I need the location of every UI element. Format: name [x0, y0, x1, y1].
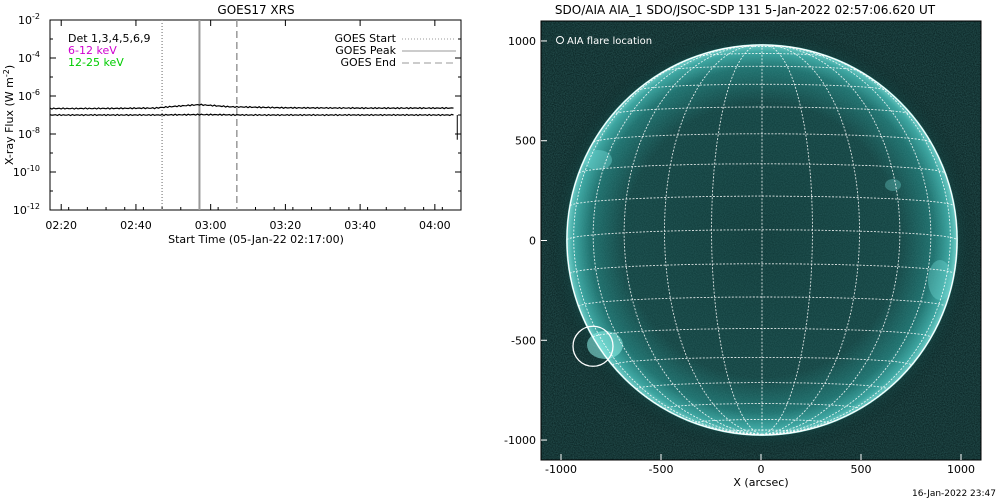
goes-series-group	[49, 103, 458, 140]
aia-xtick-label: 0	[758, 463, 765, 476]
plot-timestamp: 16-Jan-2022 23:47	[911, 489, 996, 499]
active-region-flare	[587, 331, 623, 359]
aia-ytick-label: 0	[529, 235, 536, 248]
grid-line	[637, 83, 887, 91]
grid-line	[695, 53, 829, 57]
active-region-nw	[885, 179, 901, 191]
goes-xrs-chart: GOES17 XRS 10-2 10-4 10-6 10-8 10-10 10-12 02…	[2, 3, 462, 246]
grid-line	[573, 48, 763, 435]
goes-series-line	[49, 103, 454, 110]
grid-line	[664, 403, 860, 410]
grid-line	[592, 45, 763, 435]
aia-y-axis: 1000 500 0 -500 -1000	[504, 35, 547, 447]
aia-ytick-label: 1000	[508, 35, 536, 48]
grid-line	[711, 45, 763, 435]
flare-location-marker	[572, 325, 614, 367]
goes-ytick-label: 10-2	[18, 12, 40, 27]
grid-line	[761, 45, 860, 435]
goes-chart-title: GOES17 XRS	[217, 3, 294, 17]
grid-line	[761, 45, 901, 435]
aia-ytick-label: -500	[511, 334, 536, 347]
aia-image-panel: SDO/AIA AIA_1 SDO/JSOC-SDP 131 5-Jan-202…	[504, 3, 982, 489]
goes-xtick-label: 03:40	[344, 219, 376, 232]
aia-xtick-label: 1000	[947, 463, 975, 476]
goes-ytick-label: 10-12	[13, 202, 40, 217]
aia-image: AIA flare location	[541, 21, 981, 460]
legend-goes-peak: GOES Peak	[335, 44, 396, 57]
aia-title: SDO/AIA AIA_1 SDO/JSOC-SDP 131 5-Jan-202…	[555, 3, 936, 17]
goes-series-line	[49, 113, 454, 117]
goes-ytick-label: 10-6	[18, 88, 40, 103]
grid-line	[593, 133, 931, 143]
goes-xtick-label: 02:20	[45, 219, 77, 232]
aia-xtick-label: -500	[649, 463, 674, 476]
goes-y-axis: 10-2 10-4 10-6 10-8 10-10 10-12	[13, 12, 461, 217]
goes-xtick-label: 03:20	[270, 219, 302, 232]
legend-goes-end: GOES End	[340, 56, 396, 69]
grid-line	[569, 263, 955, 274]
aia-x-axis: -1000 -500 0 500 1000	[545, 454, 975, 476]
aia-legend-label: AIA flare location	[567, 36, 652, 47]
aia-xtick-label: -1000	[545, 463, 577, 476]
legend-12-25kev: 12-25 keV	[68, 56, 124, 69]
aia-xlabel: X (arcsec)	[733, 476, 788, 489]
goes-xtick-label: 03:00	[195, 219, 227, 232]
aia-ytick-label: -1000	[504, 434, 536, 447]
legend-det: Det 1,3,4,5,6,9	[68, 32, 151, 45]
active-region-east	[584, 150, 612, 170]
grid-line	[612, 106, 912, 115]
goes-x-axis: 02:20 02:40 03:00 03:20 03:40 04:00	[45, 20, 462, 232]
aia-ytick-label: 500	[515, 135, 536, 148]
goes-ylabel: X-ray Flux (W m-2)	[2, 65, 16, 165]
grid-line	[761, 48, 951, 435]
goes-xlabel: Start Time (05-Jan-22 02:17:00)	[168, 233, 344, 246]
grid-line	[664, 45, 763, 435]
grid-line	[761, 45, 813, 435]
grid-line	[761, 45, 932, 435]
limb-circle	[566, 44, 958, 436]
aia-xtick-label: 500	[851, 463, 872, 476]
legend-goes-start: GOES Start	[335, 32, 397, 45]
legend-circle-icon	[556, 36, 564, 44]
goes-ytick-label: 10-4	[18, 50, 40, 65]
goes-ytick-label: 10-10	[13, 164, 40, 179]
grid-line	[623, 45, 763, 435]
grid-line	[636, 382, 888, 390]
goes-xtick-label: 04:00	[419, 219, 451, 232]
active-region-west	[928, 260, 952, 300]
grid-line	[569, 195, 955, 207]
legend-6-12kev: 6-12 keV	[68, 44, 117, 57]
goes-xtick-label: 02:40	[120, 219, 152, 232]
goes-ytick-label: 10-8	[18, 126, 40, 141]
